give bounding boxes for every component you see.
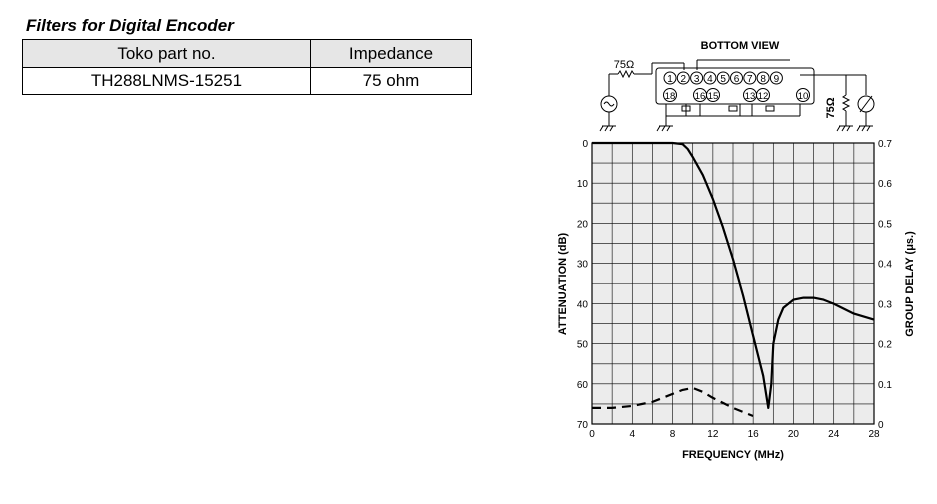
pin-label: 1 [667, 74, 673, 85]
pin-label: 13 [745, 91, 756, 102]
pin-circle [756, 71, 770, 85]
pin-label: 6 [734, 74, 740, 85]
y-tick-label: 20 [577, 219, 589, 230]
pin-label: 16 [695, 91, 706, 102]
pin-label: 7 [747, 74, 753, 85]
connector-pins-bottom: 18 16 15 13 12 10 [663, 88, 810, 102]
pin-circle [730, 71, 743, 85]
y-axis-ticks: 0 10 20 30 40 50 60 70 [577, 139, 589, 431]
pin-label: 4 [707, 74, 713, 85]
y2-tick-label: 0.2 [878, 340, 892, 351]
x-tick-label: 12 [707, 429, 719, 440]
pin-circle [769, 71, 783, 85]
cell-impedance: 75 ohm [309, 67, 473, 95]
source-resistor-icon [617, 69, 635, 79]
x-tick-label: 28 [868, 429, 880, 440]
pin-circle [663, 88, 677, 102]
x-axis-label: FREQUENCY (MHz) [682, 449, 784, 461]
y2-axis-ticks: 0 0.1 0.2 0.3 0.4 0.5 0.6 0.7 [878, 139, 892, 431]
y-tick-label: 70 [577, 420, 589, 431]
y2-tick-label: 0 [878, 420, 884, 431]
test-circuit-schematic: BOTTOM VIEW 75Ω [599, 40, 875, 132]
pin-circle [663, 71, 677, 85]
pin-label: 8 [760, 74, 766, 85]
y-tick-label: 40 [577, 300, 589, 311]
sine-wave-icon [603, 101, 615, 107]
column-header-impedance: Impedance [309, 39, 473, 68]
source-resistor-label: 75Ω [614, 59, 634, 71]
y2-tick-label: 0.7 [878, 139, 892, 150]
y-tick-label: 30 [577, 259, 589, 270]
y-tick-label: 60 [577, 380, 589, 391]
column-header-part-no: Toko part no. [22, 39, 311, 68]
cell-part-number: TH288LNMS-15251 [22, 67, 311, 95]
y-tick-label: 0 [582, 139, 588, 150]
x-tick-label: 20 [788, 429, 800, 440]
y2-tick-label: 0.5 [878, 219, 892, 230]
pin-label: 5 [720, 74, 726, 85]
pin-circle [796, 88, 810, 102]
page-title: Filters for Digital Encoder [26, 16, 234, 35]
pin-label: 2 [681, 74, 687, 85]
load-resistor-icon [841, 94, 851, 112]
pin-circle [716, 71, 730, 85]
x-tick-label: 8 [670, 429, 676, 440]
pin-label: 12 [758, 91, 769, 102]
ground-icon [836, 125, 873, 132]
chart-series [592, 141, 875, 418]
bottom-view-label: BOTTOM VIEW [701, 40, 780, 52]
attenuation-line [592, 141, 875, 409]
pin-circle [703, 71, 717, 85]
pin-circle [756, 88, 770, 102]
x-tick-label: 0 [589, 429, 595, 440]
y2-tick-label: 0.6 [878, 179, 892, 190]
table-row: TH288LNMS-15251 75 ohm [22, 67, 473, 95]
y-axis-label: ATTENUATION (dB) [557, 233, 569, 336]
x-tick-label: 16 [748, 429, 760, 440]
ground-icon [599, 125, 616, 132]
y2-axis-label: GROUP DELAY (μs.) [904, 231, 916, 337]
pin-label: 3 [694, 74, 700, 85]
y-tick-label: 50 [577, 340, 589, 351]
pin-circle [676, 71, 690, 85]
pin-label: 18 [665, 91, 676, 102]
x-axis-ticks: 0 4 8 12 16 20 24 28 [589, 429, 880, 440]
pin-label: 10 [798, 91, 809, 102]
y2-tick-label: 0.3 [878, 300, 892, 311]
filter-response-figure: BOTTOM VIEW 75Ω [557, 40, 916, 461]
ground-icon [656, 122, 673, 132]
x-tick-label: 24 [828, 429, 840, 440]
load-resistor-label: 75Ω [825, 97, 837, 118]
y-tick-label: 10 [577, 179, 589, 190]
filter-spec-table: Toko part no. Impedance TH288LNMS-15251 … [22, 39, 473, 95]
y2-tick-label: 0.4 [878, 259, 892, 270]
pin-circle [690, 71, 704, 85]
table-header-row: Toko part no. Impedance [22, 39, 473, 68]
pin-circle [706, 88, 720, 102]
pin-circle [743, 71, 757, 85]
pin-label: 15 [708, 91, 719, 102]
y2-tick-label: 0.1 [878, 380, 892, 391]
pin-label: 9 [774, 74, 780, 85]
group-delay-line [592, 386, 754, 418]
x-tick-label: 4 [630, 429, 636, 440]
